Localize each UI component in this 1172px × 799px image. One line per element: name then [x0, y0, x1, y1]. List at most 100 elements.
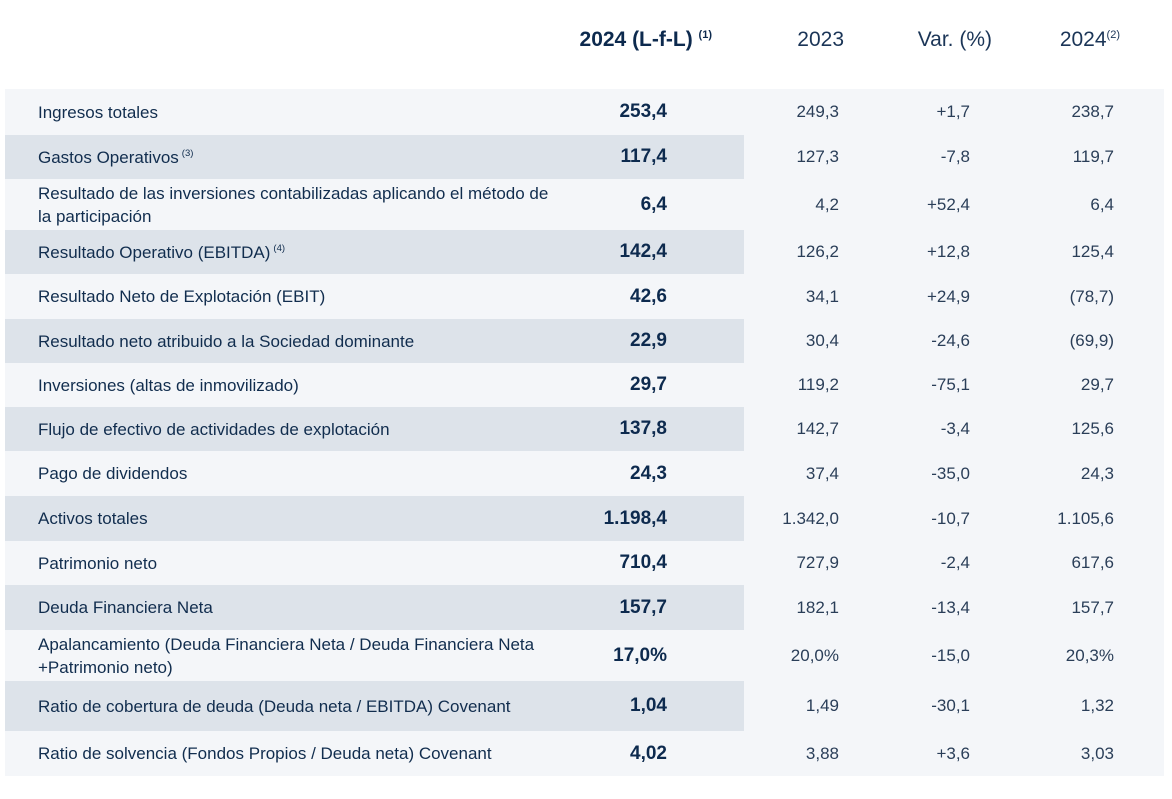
label-cell: Patrimonio neto — [5, 541, 744, 585]
value-variation: -3,4 — [940, 419, 970, 438]
row-label: Flujo de efectivo de actividades de expl… — [38, 407, 558, 451]
value-2023: 34,1 — [805, 286, 839, 306]
value-2023: 249,3 — [796, 102, 839, 121]
value-2023: 20,0% — [790, 645, 839, 665]
row-label: Deuda Financiera Neta — [38, 585, 558, 630]
value-2023: 4,2 — [815, 194, 839, 214]
label-cell: Resultado de las inversiones contabiliza… — [5, 179, 744, 230]
value-2024: 6,4 — [1090, 194, 1114, 214]
row-label-note: (3) — [181, 147, 194, 159]
value-variation: -13,4 — [931, 597, 970, 617]
table-row: Ratio de cobertura de deuda (Deuda neta … — [5, 681, 1164, 731]
value-2024: 125,4 — [1071, 242, 1114, 261]
value-2023: 1.342,0 — [782, 508, 839, 528]
value-variation: +3,6 — [936, 743, 970, 763]
value-2024: (69,9) — [1069, 331, 1114, 350]
financial-table: Ingresos totales 253,4 249,3 +1,7 238,7 Gasto… — [5, 89, 1164, 776]
row-label-text: Activos totales — [38, 509, 148, 528]
label-cell: Gastos Operativos (3) — [5, 135, 744, 179]
value-2024-lfl: 6,4 — [640, 193, 667, 215]
value-2024: 617,6 — [1071, 553, 1114, 572]
label-cell: Activos totales — [5, 496, 744, 541]
row-label: Resultado neto atribuido a la Sociedad d… — [38, 319, 558, 363]
header-2024: 2024(2) — [1059, 28, 1120, 51]
table-row: Resultado de las inversiones contabiliza… — [5, 179, 1164, 230]
header-2023: 2023 — [797, 28, 844, 51]
table-row: Resultado neto atribuido a la Sociedad d… — [5, 319, 1164, 363]
row-label: Ratio de solvencia (Fondos Propios / Deu… — [38, 731, 558, 776]
label-cell: Ratio de cobertura de deuda (Deuda neta … — [5, 681, 744, 731]
value-2024-lfl: 1,04 — [630, 695, 667, 716]
value-2023: 119,2 — [797, 375, 839, 394]
label-cell: Resultado Neto de Explotación (EBIT) — [5, 274, 744, 319]
value-2024: 29,7 — [1080, 375, 1114, 394]
table-row: Ratio de solvencia (Fondos Propios / Deu… — [5, 731, 1164, 776]
value-2024-lfl: 1.198,4 — [603, 507, 667, 529]
value-2024-lfl: 17,0% — [613, 644, 667, 666]
value-2024: 1,32 — [1080, 696, 1114, 715]
value-2024-lfl: 22,9 — [630, 330, 667, 351]
table-row: Pago de dividendos 24,3 37,4 -35,0 24,3 — [5, 451, 1164, 496]
value-2024: 20,3% — [1065, 645, 1114, 665]
value-2023: 37,4 — [805, 463, 839, 483]
value-variation: -24,6 — [931, 331, 970, 350]
table-row: Deuda Financiera Neta 157,7 182,1 -13,4 157,… — [5, 585, 1164, 630]
table-row: Gastos Operativos (3) 117,4 127,3 -7,8 119,7 — [5, 135, 1164, 179]
row-label: Inversiones (altas de inmovilizado) — [38, 363, 558, 407]
table-row: Apalancamiento (Deuda Financiera Neta / … — [5, 630, 1164, 681]
value-2024-lfl: 710,4 — [619, 552, 667, 573]
value-2023: 727,9 — [796, 553, 839, 572]
value-2024-lfl: 117,4 — [620, 146, 668, 167]
row-label-text: Ingresos totales — [38, 102, 159, 122]
value-2024-lfl: 253,4 — [619, 101, 667, 122]
value-2023: 182,1 — [796, 597, 839, 617]
value-2024: 1.105,6 — [1057, 508, 1114, 528]
label-cell: Deuda Financiera Neta — [5, 585, 744, 630]
value-variation: +52,4 — [926, 194, 970, 214]
value-2024-lfl: 142,4 — [619, 241, 667, 262]
value-2024-lfl: 29,7 — [630, 374, 667, 395]
value-variation: -15,0 — [931, 645, 970, 665]
value-2023: 30,4 — [805, 331, 839, 350]
row-label: Resultado Neto de Explotación (EBIT) — [38, 274, 558, 319]
value-variation: -35,0 — [931, 463, 970, 483]
row-label-text: Ratio de cobertura de deuda (Deuda neta … — [38, 696, 511, 716]
value-2024-lfl: 137,8 — [619, 418, 667, 439]
row-label-text: Flujo de efectivo de actividades de expl… — [38, 419, 390, 439]
value-variation: -2,4 — [940, 553, 970, 572]
row-label-text: Apalancamiento (Deuda Financiera Neta / … — [38, 634, 535, 677]
label-cell: Ingresos totales — [5, 89, 744, 135]
value-2023: 126,2 — [796, 242, 839, 261]
row-label: Gastos Operativos (3) — [38, 135, 558, 179]
label-cell: Inversiones (altas de inmovilizado) — [5, 363, 744, 407]
row-label: Patrimonio neto — [38, 541, 558, 585]
row-label: Resultado Operativo (EBITDA) (4) — [38, 230, 558, 274]
value-2024: 238,7 — [1071, 102, 1114, 121]
row-label-note: (4) — [273, 242, 286, 254]
value-2024: 3,03 — [1080, 743, 1114, 763]
value-2023: 1,49 — [805, 696, 839, 715]
value-2024-lfl: 4,02 — [630, 742, 667, 764]
value-2024: (78,7) — [1069, 286, 1114, 306]
value-variation: +24,9 — [926, 286, 970, 306]
table-row: Ingresos totales 253,4 249,3 +1,7 238,7 — [5, 89, 1164, 135]
row-label-text: Resultado Operativo (EBITDA) — [38, 242, 271, 262]
label-cell: Apalancamiento (Deuda Financiera Neta / … — [5, 630, 744, 681]
table-row: Resultado Neto de Explotación (EBIT) 42,6… — [5, 274, 1164, 319]
value-2024-lfl: 42,6 — [630, 285, 667, 307]
header-2024-lfl-note: (1) — [698, 29, 712, 41]
value-2023: 3,88 — [805, 743, 839, 763]
table-row: Activos totales 1.198,4 1.342,0 -10,7 1.105,… — [5, 496, 1164, 541]
table-row: Resultado Operativo (EBITDA) (4) 142,4 126,… — [5, 230, 1164, 274]
value-2023: 127,3 — [796, 147, 839, 166]
row-label-text: Pago de dividendos — [38, 464, 188, 483]
row-label-text: Resultado Neto de Explotación (EBIT) — [38, 287, 326, 306]
row-label: Resultado de las inversiones contabiliza… — [38, 179, 558, 230]
value-variation: -7,8 — [940, 147, 970, 166]
header-2024-note: (2) — [1106, 29, 1120, 41]
row-label-text: Resultado de las inversiones contabiliza… — [38, 183, 549, 226]
table-row: Inversiones (altas de inmovilizado) 29,7 1… — [5, 363, 1164, 407]
label-cell: Resultado neto atribuido a la Sociedad d… — [5, 319, 744, 363]
row-label: Pago de dividendos — [38, 451, 558, 496]
value-2024-lfl: 157,7 — [619, 596, 667, 618]
